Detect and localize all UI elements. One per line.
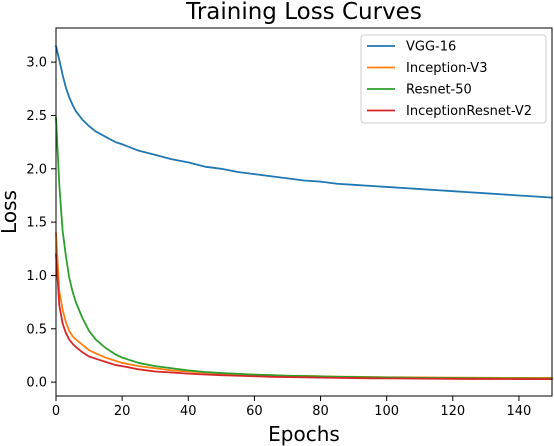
chart-title: Training Loss Curves xyxy=(185,0,422,25)
y-tick-label: 0.0 xyxy=(26,376,47,391)
x-tick-label: 140 xyxy=(507,404,532,419)
x-axis-ticks: 0 20 40 60 80 100 120 140 xyxy=(52,396,531,419)
x-tick-label: 20 xyxy=(114,404,131,419)
y-axis-label: Loss xyxy=(0,190,21,234)
y-tick-label: 1.0 xyxy=(26,269,47,284)
legend-label: Resnet-50 xyxy=(406,83,472,98)
y-axis-ticks: 0.0 0.5 1.0 1.5 2.0 2.5 3.0 xyxy=(26,56,56,391)
legend-label: Inception-V3 xyxy=(406,61,487,76)
y-tick-label: 1.5 xyxy=(26,216,47,231)
x-tick-label: 100 xyxy=(374,404,399,419)
legend-box xyxy=(360,34,547,124)
series-line-inception-v3 xyxy=(55,231,553,379)
x-tick-label: 40 xyxy=(180,404,197,419)
legend-label: InceptionResnet-V2 xyxy=(406,104,532,119)
legend: VGG-16 Inception-V3 Resnet-50 InceptionResn… xyxy=(360,34,547,124)
x-axis-label: Epochs xyxy=(268,422,340,446)
plot-lines xyxy=(55,45,553,381)
plot-frame xyxy=(55,27,553,397)
y-tick-label: 2.5 xyxy=(26,109,47,124)
series-line-vgg-16 xyxy=(55,45,553,199)
legend-label: VGG-16 xyxy=(406,40,456,55)
series-line-resnet-50 xyxy=(55,116,553,380)
series-line-inceptionresnet-v2 xyxy=(55,253,553,381)
y-tick-label: 0.5 xyxy=(26,322,47,337)
legend-items: VGG-16 Inception-V3 Resnet-50 InceptionResn… xyxy=(367,40,532,119)
x-tick-label: 0 xyxy=(52,404,60,419)
x-tick-label: 60 xyxy=(246,404,263,419)
y-tick-label: 2.0 xyxy=(26,162,47,177)
y-tick-label: 3.0 xyxy=(26,56,47,71)
x-tick-label: 120 xyxy=(440,404,465,419)
x-tick-label: 80 xyxy=(312,404,329,419)
